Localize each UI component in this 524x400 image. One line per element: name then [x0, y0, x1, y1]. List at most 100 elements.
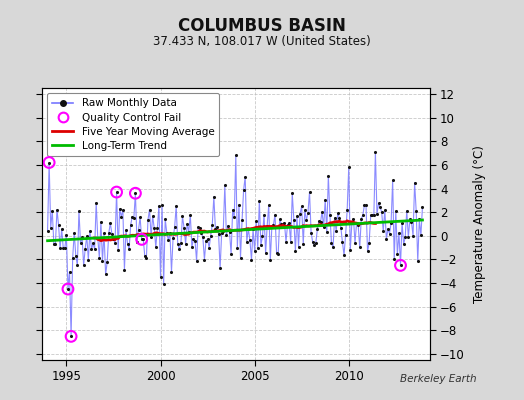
Point — [329, 244, 337, 250]
Point — [357, 216, 365, 222]
Point — [133, 238, 141, 245]
Legend: Raw Monthly Data, Quality Control Fail, Five Year Moving Average, Long-Term Tren: Raw Monthly Data, Quality Control Fail, … — [47, 93, 220, 156]
Point — [112, 189, 121, 195]
Point — [362, 202, 370, 209]
Point — [117, 213, 125, 220]
Point — [167, 269, 176, 275]
Point — [108, 230, 116, 237]
Point — [399, 241, 408, 247]
Point — [250, 247, 259, 254]
Point — [184, 228, 193, 235]
Point — [294, 244, 303, 250]
Point — [208, 222, 216, 228]
Point — [177, 240, 185, 246]
Point — [210, 194, 218, 200]
Point — [269, 222, 278, 228]
Point — [56, 245, 64, 252]
Point — [387, 220, 395, 226]
Point — [313, 226, 322, 232]
Point — [186, 212, 194, 218]
Point — [377, 209, 386, 216]
Point — [332, 228, 341, 234]
Point — [162, 230, 171, 236]
Point — [404, 234, 412, 240]
Point — [298, 203, 306, 210]
Point — [170, 224, 179, 230]
Point — [213, 224, 221, 230]
Point — [217, 229, 226, 236]
Point — [301, 207, 309, 213]
Point — [83, 233, 91, 239]
Point — [178, 213, 187, 220]
Point — [299, 240, 308, 247]
Point — [45, 159, 53, 166]
Point — [97, 219, 105, 225]
Point — [53, 206, 61, 213]
Point — [202, 238, 210, 244]
Point — [304, 209, 312, 216]
Point — [417, 232, 425, 239]
Point — [77, 240, 85, 246]
Point — [402, 208, 411, 214]
Point — [398, 219, 406, 226]
Point — [254, 244, 262, 251]
Point — [66, 268, 74, 275]
Point — [334, 210, 342, 216]
Point — [302, 217, 311, 224]
Point — [406, 216, 414, 222]
Point — [266, 257, 275, 263]
Point — [148, 213, 157, 219]
Point — [45, 159, 53, 166]
Point — [376, 204, 384, 210]
Point — [128, 213, 136, 220]
Point — [263, 222, 271, 229]
Point — [183, 221, 191, 227]
Point — [225, 229, 234, 236]
Point — [43, 227, 52, 234]
Point — [409, 232, 417, 239]
Point — [81, 245, 90, 252]
Point — [358, 212, 367, 218]
Point — [290, 216, 298, 223]
Point — [189, 236, 198, 243]
Point — [282, 239, 290, 245]
Point — [346, 246, 355, 253]
Point — [48, 208, 57, 214]
Y-axis label: Temperature Anomaly (°C): Temperature Anomaly (°C) — [473, 145, 486, 303]
Point — [75, 208, 83, 214]
Point — [345, 164, 353, 170]
Point — [144, 217, 152, 223]
Point — [131, 190, 139, 196]
Point — [391, 208, 400, 214]
Point — [261, 250, 270, 256]
Point — [61, 245, 69, 251]
Point — [59, 245, 68, 251]
Point — [324, 172, 333, 179]
Point — [180, 224, 188, 231]
Point — [413, 258, 422, 264]
Point — [351, 240, 359, 246]
Point — [260, 212, 268, 218]
Point — [64, 286, 72, 292]
Point — [407, 219, 416, 226]
Point — [388, 177, 397, 184]
Point — [258, 233, 267, 240]
Point — [191, 238, 199, 244]
Point — [50, 241, 58, 247]
Point — [238, 217, 246, 223]
Point — [401, 234, 409, 240]
Point — [205, 244, 213, 251]
Point — [58, 226, 66, 232]
Point — [86, 228, 94, 234]
Text: COLUMBUS BASIN: COLUMBUS BASIN — [178, 17, 346, 35]
Point — [246, 237, 254, 244]
Point — [331, 214, 339, 221]
Point — [137, 236, 146, 242]
Point — [126, 221, 135, 228]
Point — [102, 271, 110, 278]
Point — [249, 226, 257, 232]
Point — [192, 258, 201, 264]
Point — [151, 244, 160, 250]
Point — [172, 203, 180, 209]
Point — [173, 241, 182, 247]
